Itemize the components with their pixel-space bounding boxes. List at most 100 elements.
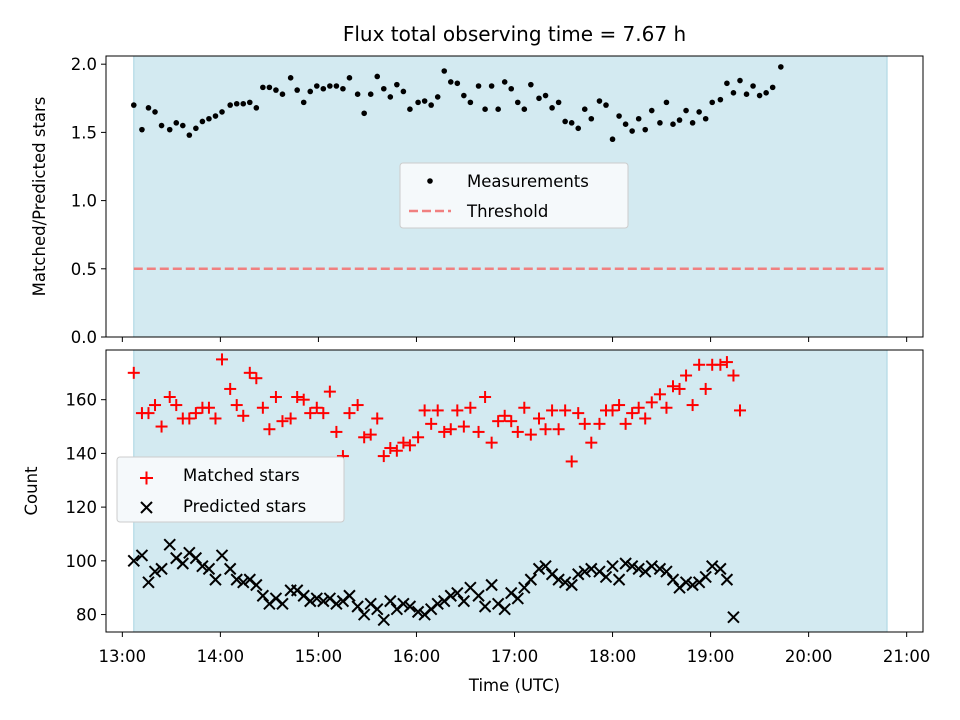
matched-point xyxy=(127,366,140,379)
count-legend: Matched stars Predicted stars xyxy=(116,456,345,523)
predicted-point xyxy=(457,594,471,608)
matched-point xyxy=(170,399,183,412)
measurement-point xyxy=(374,73,381,80)
measurement-point xyxy=(696,109,702,115)
predicted-point xyxy=(330,597,343,611)
matched-point xyxy=(505,415,518,428)
measurement-point xyxy=(219,109,225,115)
matched-point xyxy=(660,401,673,414)
x-tick-label: 14:00 xyxy=(197,647,245,666)
predicted-point xyxy=(377,613,390,627)
measurement-point xyxy=(233,100,240,107)
matched-point xyxy=(149,399,162,412)
measurement-point xyxy=(663,99,670,106)
predicted-point xyxy=(196,559,209,573)
matched-point xyxy=(511,425,524,438)
measurement-point xyxy=(568,120,575,126)
measurement-point xyxy=(199,118,206,125)
measurement-point xyxy=(501,79,508,85)
measurement-point xyxy=(763,90,769,96)
matched-point xyxy=(498,409,511,422)
matched-point xyxy=(585,436,598,449)
measurement-point xyxy=(260,84,266,91)
predicted-point xyxy=(163,538,176,551)
matched-point xyxy=(317,407,330,420)
measurement-point xyxy=(756,92,763,99)
predicted-point xyxy=(511,592,524,605)
y-tick-label: 0.0 xyxy=(71,328,97,347)
y-tick-label: 80 xyxy=(76,606,97,625)
predicted-point xyxy=(686,578,699,592)
measurement-point xyxy=(340,85,346,92)
measurement-point xyxy=(279,91,286,97)
matched-point xyxy=(451,404,464,417)
measurement-point xyxy=(467,99,474,106)
measurements-legend-marker xyxy=(427,178,433,184)
matched-point xyxy=(673,382,686,395)
predicted-point xyxy=(498,602,511,616)
measurement-point xyxy=(495,106,501,112)
predicted-point xyxy=(619,557,632,570)
matched-point xyxy=(358,431,371,444)
measurement-point xyxy=(320,85,327,92)
matched-point xyxy=(155,420,168,433)
matched-point xyxy=(639,412,652,425)
predicted-point xyxy=(632,562,645,576)
measurement-point xyxy=(273,87,279,93)
measurement-point xyxy=(313,83,320,89)
predicted-point xyxy=(371,602,384,616)
matched-point xyxy=(237,409,250,422)
matched-point xyxy=(533,412,546,425)
measurement-point xyxy=(536,95,542,102)
predicted-point xyxy=(653,562,667,576)
matched-point xyxy=(418,404,431,417)
y-tick-label: 0.5 xyxy=(71,260,97,279)
x-tick-label: 17:00 xyxy=(491,647,539,666)
measurement-point xyxy=(717,96,724,103)
measurement-point xyxy=(441,68,448,74)
measurement-point xyxy=(575,125,582,132)
predicted-point xyxy=(666,573,680,586)
predicted-point xyxy=(599,570,613,584)
matched-point xyxy=(304,407,317,420)
matched-point xyxy=(284,412,297,425)
predicted-legend-marker xyxy=(140,501,153,514)
matched-point xyxy=(693,358,706,371)
measurement-point xyxy=(657,120,663,126)
matched-point xyxy=(438,425,451,438)
predicted-point xyxy=(565,578,578,592)
measurement-point xyxy=(521,106,528,112)
predicted-point xyxy=(403,600,417,613)
matched-point xyxy=(310,401,323,414)
matched-point xyxy=(733,404,746,417)
measurement-point xyxy=(227,102,233,108)
matched-point xyxy=(572,407,585,420)
measurement-point xyxy=(300,99,307,106)
measurement-point xyxy=(609,136,616,143)
predicted-point xyxy=(142,576,155,589)
predicted-point xyxy=(727,611,740,624)
measurement-point xyxy=(253,105,260,111)
y-tick-label: 1.0 xyxy=(71,192,97,211)
measurement-point xyxy=(635,115,642,122)
ratio-legend: Measurements Threshold xyxy=(399,162,629,229)
predicted-point xyxy=(625,559,639,573)
predicted-point xyxy=(552,573,565,586)
matched-point xyxy=(559,404,572,417)
matched-point xyxy=(403,439,416,452)
measurement-point xyxy=(415,99,421,106)
y-tick-label: 1.5 xyxy=(71,123,97,142)
matched-point xyxy=(727,369,740,382)
matched-point xyxy=(686,399,699,412)
measurement-point xyxy=(616,113,622,119)
x-tick-label: 18:00 xyxy=(589,647,637,666)
x-tick-label: 15:00 xyxy=(295,647,343,666)
matched-point xyxy=(472,425,485,438)
measurement-point xyxy=(145,105,152,111)
measurement-point xyxy=(629,128,635,134)
measurement-point xyxy=(307,88,314,95)
measurement-point xyxy=(642,126,649,133)
measurement-point xyxy=(139,126,145,133)
matched-point xyxy=(330,425,343,438)
matched-point xyxy=(163,391,176,403)
